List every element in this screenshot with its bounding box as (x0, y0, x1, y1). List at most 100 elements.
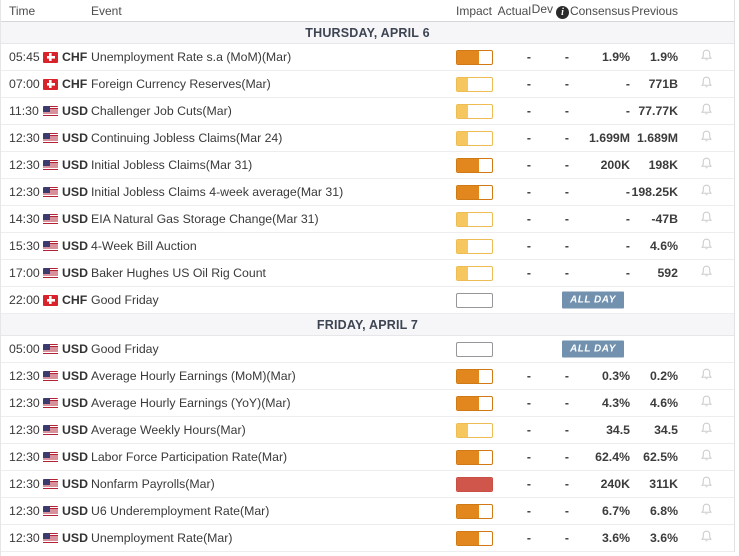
event-row[interactable]: 07:00 CHF Foreign Currency Reserves(Mar)… (1, 71, 734, 98)
bell-icon (700, 238, 712, 250)
notification-bell-button[interactable] (699, 237, 714, 252)
usd-flag-icon (43, 343, 58, 355)
notification-bell-button[interactable] (699, 475, 714, 490)
event-name-link[interactable]: Good Friday (91, 342, 159, 356)
event-row[interactable]: 12:30 USD Continuing Jobless Claims(Mar … (1, 125, 734, 152)
event-time: 12:30 (9, 504, 40, 518)
event-row[interactable]: 12:30 USD Unemployment Rate(Mar) - - 3.6… (1, 525, 734, 552)
notification-bell-button[interactable] (699, 183, 714, 198)
notification-bell-button[interactable] (699, 129, 714, 144)
impact-cell (456, 265, 493, 281)
impact-cell (456, 211, 493, 227)
alert-cell (678, 156, 734, 174)
event-name-link[interactable]: Challenger Job Cuts(Mar) (91, 104, 232, 118)
event-row[interactable]: 05:45 CHF Unemployment Rate s.a (MoM)(Ma… (1, 44, 734, 71)
impact-meter (456, 530, 493, 546)
event-name-link[interactable]: Labor Force Participation Rate(Mar) (91, 450, 288, 464)
currency-code: USD (62, 450, 88, 464)
event-name-link[interactable]: Unemployment Rate s.a (MoM)(Mar) (91, 50, 292, 64)
event-time: 17:00 (9, 266, 40, 280)
notification-bell-button[interactable] (699, 448, 714, 463)
usd-flag-icon (43, 240, 58, 252)
event-row[interactable]: 12:30 USD Average Hourly Earnings (MoM)(… (1, 363, 734, 390)
currency-cell: USD (43, 396, 91, 410)
impact-cell (456, 76, 493, 92)
previous-value: 34.5 (654, 423, 678, 437)
event-name-link[interactable]: EIA Natural Gas Storage Change(Mar 31) (91, 212, 319, 226)
notification-bell-button[interactable] (699, 210, 714, 225)
currency-cell: CHF (43, 293, 91, 307)
notification-bell-button[interactable] (699, 156, 714, 171)
event-name-link[interactable]: Baker Hughes US Oil Rig Count (91, 266, 266, 280)
impact-cell (456, 130, 493, 146)
column-header-dev: Dev i (531, 2, 569, 19)
actual-value: - (526, 50, 531, 64)
event-name-link[interactable]: Unemployment Rate(Mar) (91, 531, 233, 545)
consensus-value: 240K (600, 477, 630, 491)
alert-cell (678, 529, 734, 547)
event-time: 12:30 (9, 450, 40, 464)
event-row[interactable]: 17:00 USD Baker Hughes US Oil Rig Count … (1, 260, 734, 287)
event-time: 12:30 (9, 369, 40, 383)
impact-cell (456, 476, 493, 492)
consensus-value: 4.3% (601, 396, 630, 410)
notification-bell-button[interactable] (699, 502, 714, 517)
event-row[interactable]: 12:30 USD Initial Jobless Claims 4-week … (1, 179, 734, 206)
event-row[interactable]: 05:00 USD Good Friday ALL DAY (1, 336, 734, 363)
event-name-link[interactable]: Average Hourly Earnings (YoY)(Mar) (91, 396, 291, 410)
impact-meter (456, 76, 493, 92)
impact-meter-fill (457, 131, 468, 145)
currency-code: USD (62, 423, 88, 437)
currency-code: USD (62, 266, 88, 280)
notification-bell-button[interactable] (699, 529, 714, 544)
event-row[interactable]: 12:30 USD Average Hourly Earnings (YoY)(… (1, 390, 734, 417)
actual-value: - (526, 104, 531, 118)
event-row[interactable]: 11:30 USD Challenger Job Cuts(Mar) - - -… (1, 98, 734, 125)
info-icon[interactable]: i (556, 6, 569, 19)
notification-bell-button[interactable] (699, 264, 714, 279)
currency-code: USD (62, 212, 88, 226)
deviation-value: - (564, 50, 569, 64)
notification-bell-button[interactable] (699, 367, 714, 382)
event-name-link[interactable]: Average Hourly Earnings (MoM)(Mar) (91, 369, 296, 383)
event-row[interactable]: 12:30 USD Labor Force Participation Rate… (1, 444, 734, 471)
actual-value: - (526, 131, 531, 145)
notification-bell-button[interactable] (699, 48, 714, 63)
notification-bell-button[interactable] (699, 394, 714, 409)
bell-icon (700, 422, 712, 434)
event-name-link[interactable]: U6 Underemployment Rate(Mar) (91, 504, 270, 518)
currency-cell: USD (43, 369, 91, 383)
event-row[interactable]: 12:30 USD Average Weekly Hours(Mar) - - … (1, 417, 734, 444)
actual-value: - (526, 77, 531, 91)
event-name-link[interactable]: Good Friday (91, 293, 159, 307)
event-name-link[interactable]: Continuing Jobless Claims(Mar 24) (91, 131, 283, 145)
event-name-link[interactable]: Foreign Currency Reserves(Mar) (91, 77, 271, 91)
bell-icon (700, 184, 712, 196)
event-name-link[interactable]: Nonfarm Payrolls(Mar) (91, 477, 215, 491)
event-name-link[interactable]: Initial Jobless Claims(Mar 31) (91, 158, 253, 172)
event-name-link[interactable]: Average Weekly Hours(Mar) (91, 423, 246, 437)
event-time: 12:30 (9, 423, 40, 437)
actual-value: - (526, 239, 531, 253)
currency-code: USD (62, 158, 88, 172)
event-row[interactable]: 12:30 USD Initial Jobless Claims(Mar 31)… (1, 152, 734, 179)
event-name-link[interactable]: 4-Week Bill Auction (91, 239, 197, 253)
event-row[interactable]: 12:30 USD Nonfarm Payrolls(Mar) - - 240K… (1, 471, 734, 498)
alert-cell (678, 502, 734, 520)
usd-flag-icon (43, 267, 58, 279)
notification-bell-button[interactable] (699, 75, 714, 90)
event-time: 12:30 (9, 185, 40, 199)
event-row[interactable]: 14:30 USD EIA Natural Gas Storage Change… (1, 206, 734, 233)
usd-flag-icon (43, 159, 58, 171)
event-row[interactable]: 22:00 CHF Good Friday ALL DAY (1, 287, 734, 314)
bell-icon (700, 449, 712, 461)
notification-bell-button[interactable] (699, 102, 714, 117)
previous-value: 0.2% (649, 369, 678, 383)
notification-bell-button[interactable] (699, 421, 714, 436)
alert-cell (678, 475, 734, 493)
event-row[interactable]: 12:30 USD U6 Underemployment Rate(Mar) -… (1, 498, 734, 525)
event-name-link[interactable]: Initial Jobless Claims 4-week average(Ma… (91, 185, 344, 199)
currency-code: USD (62, 531, 88, 545)
event-row[interactable]: 15:30 USD 4-Week Bill Auction - - - 4.6% (1, 233, 734, 260)
usd-flag-icon (43, 370, 58, 382)
